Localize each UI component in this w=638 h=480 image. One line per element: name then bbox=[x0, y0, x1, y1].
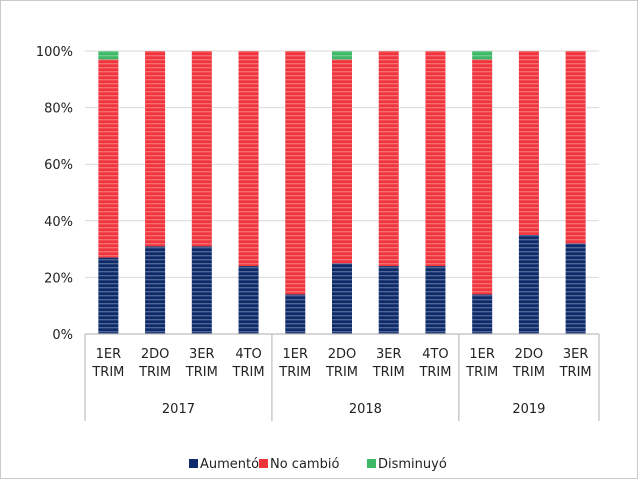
bar-texture bbox=[519, 235, 539, 334]
legend-label: No cambió bbox=[270, 457, 339, 472]
legend-swatch bbox=[367, 459, 376, 468]
bar-texture bbox=[472, 294, 492, 334]
category-label-line2: TRIM bbox=[91, 365, 124, 380]
category-label-line1: 4TO bbox=[422, 347, 448, 362]
bar-texture bbox=[98, 51, 118, 59]
category-label-line1: 1ER bbox=[96, 347, 122, 362]
bar-texture bbox=[285, 51, 305, 294]
bar-texture bbox=[239, 266, 259, 334]
group-label: 2017 bbox=[162, 402, 195, 417]
y-tick-label: 100% bbox=[36, 45, 73, 60]
category-label-line2: TRIM bbox=[559, 365, 592, 380]
category-label-line2: TRIM bbox=[325, 365, 358, 380]
category-label-line1: 3ER bbox=[189, 347, 215, 362]
group-label: 2019 bbox=[512, 402, 545, 417]
y-tick-label: 80% bbox=[44, 102, 73, 117]
bars bbox=[98, 51, 585, 334]
category-label-line1: 4TO bbox=[235, 347, 261, 362]
group-label: 2018 bbox=[349, 402, 382, 417]
category-label-line1: 1ER bbox=[283, 347, 309, 362]
bar-texture bbox=[98, 258, 118, 334]
category-label-line1: 2DO bbox=[515, 347, 544, 362]
category-label-line1: 3ER bbox=[376, 347, 402, 362]
category-label-line1: 2DO bbox=[141, 347, 170, 362]
bar-texture bbox=[145, 51, 165, 246]
category-axis: 1ER TRIM 2DO TRIM 3ER TRIM 4TO TRIM 1ER TRIM 2DO TR… bbox=[85, 334, 599, 421]
bar-texture bbox=[239, 51, 259, 266]
category-label-line1: 1ER bbox=[469, 347, 495, 362]
y-axis-ticks: 0% 20% 40% 60% 80% 100% bbox=[36, 45, 73, 343]
y-tick-label: 20% bbox=[44, 271, 73, 286]
legend-label: Disminuyó bbox=[378, 457, 447, 472]
y-tick-label: 60% bbox=[44, 158, 73, 173]
bar-texture bbox=[145, 246, 165, 334]
y-tick-label: 0% bbox=[52, 328, 73, 343]
bar-texture bbox=[566, 51, 586, 243]
category-label-line2: TRIM bbox=[138, 365, 171, 380]
bar-texture bbox=[332, 263, 352, 334]
legend-label: Aumentó bbox=[200, 457, 259, 472]
bar-texture bbox=[379, 51, 399, 266]
category-label-line1: 2DO bbox=[328, 347, 357, 362]
bar-texture bbox=[566, 243, 586, 334]
category-label-line2: TRIM bbox=[512, 365, 545, 380]
bar-texture bbox=[192, 51, 212, 246]
bar-texture bbox=[472, 51, 492, 59]
bar-texture bbox=[192, 246, 212, 334]
bar-texture bbox=[425, 266, 445, 334]
legend-swatch bbox=[189, 459, 198, 468]
category-label-line1: 3ER bbox=[563, 347, 589, 362]
category-label-line2: TRIM bbox=[372, 365, 405, 380]
category-label-line2: TRIM bbox=[185, 365, 218, 380]
category-label-line2: TRIM bbox=[465, 365, 498, 380]
bar-texture bbox=[332, 51, 352, 59]
category-label-line2: TRIM bbox=[232, 365, 265, 380]
bar-texture bbox=[285, 294, 305, 334]
bar-texture bbox=[98, 59, 118, 257]
legend-swatch bbox=[259, 459, 268, 468]
bar-texture bbox=[472, 59, 492, 294]
category-label-line2: TRIM bbox=[418, 365, 451, 380]
bar-texture bbox=[519, 51, 539, 235]
legend: Aumentó No cambió Disminuyó bbox=[189, 457, 447, 472]
bar-texture bbox=[379, 266, 399, 334]
bar-texture bbox=[425, 51, 445, 266]
bar-texture bbox=[332, 59, 352, 263]
category-label-line2: TRIM bbox=[278, 365, 311, 380]
y-tick-label: 40% bbox=[44, 215, 73, 230]
